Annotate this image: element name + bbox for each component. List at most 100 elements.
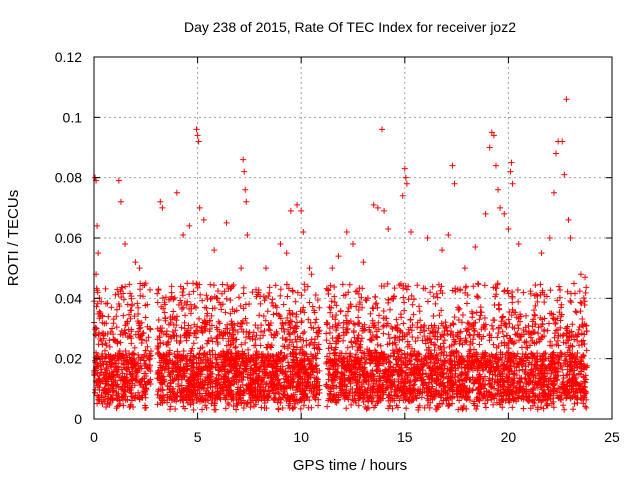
data-point: [186, 305, 193, 312]
data-point: [505, 290, 512, 297]
data-point: [524, 354, 531, 361]
data-point: [154, 290, 161, 297]
data-point: [323, 330, 330, 337]
data-point: [384, 341, 391, 348]
data-point: [459, 406, 466, 413]
data-point: [270, 311, 277, 318]
data-point: [441, 348, 448, 355]
data-point: [137, 286, 144, 293]
data-point: [180, 348, 187, 355]
data-point: [300, 402, 307, 409]
data-point: [250, 329, 257, 336]
data-point: [491, 317, 498, 324]
data-point: [441, 337, 448, 344]
data-point: [144, 301, 151, 308]
data-point: [572, 290, 579, 297]
data-point: [101, 320, 108, 327]
data-point: [204, 340, 211, 347]
data-point: [300, 304, 307, 311]
data-point: [428, 322, 435, 329]
data-point: [327, 309, 334, 316]
data-point: [326, 366, 333, 373]
data-point: [210, 282, 217, 289]
data-point: [554, 337, 561, 344]
data-point: [451, 314, 458, 321]
data-point: [135, 310, 142, 317]
data-point: [474, 280, 481, 287]
data-point: [168, 289, 175, 296]
data-point: [186, 291, 193, 298]
data-point: [304, 283, 311, 290]
data-point: [453, 390, 460, 397]
data-point: [211, 305, 218, 312]
data-point: [199, 344, 206, 351]
data-point: [190, 288, 197, 295]
data-point: [117, 339, 124, 346]
data-point: [298, 318, 305, 325]
data-point: [570, 280, 577, 287]
data-point: [260, 313, 267, 320]
data-point: [372, 293, 379, 300]
data-point: [375, 319, 382, 326]
data-point: [222, 309, 229, 316]
data-point: [531, 292, 538, 299]
data-point: [247, 404, 254, 411]
data-point: [224, 321, 231, 328]
data-point: [311, 309, 318, 316]
data-point: [434, 336, 441, 343]
data-point: [369, 332, 376, 339]
data-point: [182, 312, 189, 319]
data-point: [426, 346, 433, 353]
data-point: [346, 281, 353, 288]
data-point: [384, 280, 391, 287]
data-point: [481, 282, 488, 289]
data-point: [203, 292, 210, 299]
data-point: [112, 291, 119, 298]
data-point: [403, 405, 410, 412]
data-point: [214, 288, 221, 295]
data-point: [520, 289, 527, 296]
data-point: [101, 347, 108, 354]
data-point: [339, 281, 346, 288]
data-point: [482, 404, 489, 411]
data-point: [306, 387, 313, 394]
data-point: [583, 404, 590, 411]
data-point: [403, 286, 410, 293]
data-point: [540, 328, 547, 335]
data-point: [312, 319, 319, 326]
data-point: [404, 351, 411, 358]
data-point: [431, 347, 438, 354]
data-point: [279, 404, 286, 411]
data-point: [337, 308, 344, 315]
data-point: [240, 284, 247, 291]
data-point: [223, 342, 230, 349]
data-point: [109, 325, 116, 332]
data-point: [331, 299, 338, 306]
data-point: [146, 325, 153, 332]
data-point: [266, 289, 273, 296]
data-point: [450, 321, 457, 328]
data-point: [391, 339, 398, 346]
data-point: [119, 370, 126, 377]
data-point: [558, 350, 565, 357]
data-point: [315, 402, 322, 409]
data-point: [331, 283, 338, 290]
data-point: [256, 312, 263, 319]
data-point: [514, 286, 521, 293]
data-point: [178, 324, 185, 331]
data-point: [127, 307, 134, 314]
data-points: [91, 96, 591, 413]
data-point: [517, 318, 524, 325]
data-point: [505, 316, 512, 323]
data-point: [159, 386, 166, 393]
data-point: [518, 344, 525, 351]
data-point: [577, 299, 584, 306]
data-point: [166, 372, 173, 379]
data-point: [540, 405, 547, 412]
data-point: [360, 399, 367, 406]
data-point: [173, 337, 180, 344]
data-point: [223, 295, 230, 302]
data-point: [309, 381, 316, 388]
data-point: [114, 286, 121, 293]
data-point: [409, 301, 416, 308]
